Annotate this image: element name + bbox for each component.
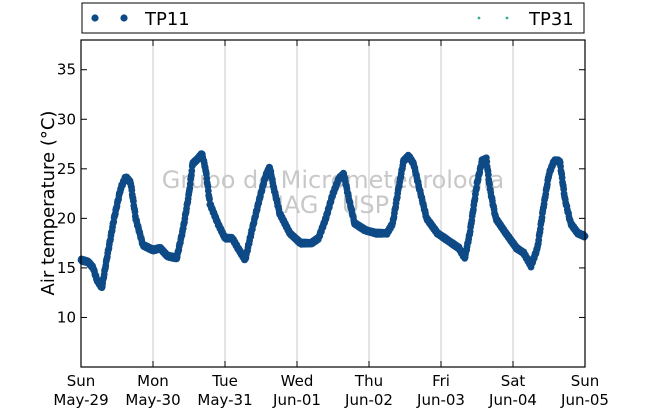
legend-frame — [81, 2, 585, 34]
y-tick-label: 25 — [57, 160, 76, 178]
tp11-point — [483, 158, 491, 166]
x-tick-label-day: Tue — [211, 372, 238, 390]
legend-marker-tp31-a — [477, 16, 481, 20]
y-tick-label: 20 — [57, 209, 76, 227]
tp11-point — [484, 171, 492, 179]
x-tick-label-day: Sun — [67, 372, 96, 390]
legend-label-tp11: TP11 — [144, 9, 190, 30]
grid-lines — [152, 40, 514, 367]
y-tick-label: 10 — [57, 308, 76, 326]
x-tick-label-day: Thu — [354, 372, 383, 390]
x-tick-label-date: May-31 — [197, 391, 252, 409]
legend-label-tp31: TP31 — [528, 9, 574, 30]
x-tick-label-date: Jun-01 — [272, 391, 321, 409]
legend-marker-tp11-b — [120, 14, 128, 22]
legend-marker-tp31-b — [505, 16, 509, 20]
x-tick-label-date: Jun-03 — [416, 391, 465, 409]
legend-marker-tp11-a — [91, 14, 99, 22]
y-axis: 10 15 20 25 30 35 — [57, 61, 585, 326]
x-tick-label-day: Fri — [432, 372, 450, 390]
legend: TP11 TP31 — [81, 2, 585, 34]
series-tp11-points — [77, 150, 589, 292]
y-tick-label: 15 — [57, 259, 76, 277]
x-tick-label-day: Mon — [137, 372, 169, 390]
x-tick-label-day: Sun — [571, 372, 600, 390]
x-tick-label-date: Jun-02 — [344, 391, 393, 409]
y-tick-label: 35 — [57, 61, 76, 79]
x-tick-label-date: Jun-05 — [560, 391, 609, 409]
x-tick-label-date: Jun-04 — [488, 391, 537, 409]
x-tick-label-date: May-29 — [53, 391, 108, 409]
tp11-point — [473, 184, 480, 191]
x-tick-label-day: Wed — [281, 372, 314, 390]
x-tick-label-day: Sat — [501, 372, 526, 390]
y-tick-label: 30 — [57, 110, 76, 128]
x-axis: SunMay-29MonMay-30TueMay-31WedJun-01ThuJ… — [53, 40, 609, 409]
y-axis-title: Air temperature (°C) — [38, 111, 59, 296]
tp11-point — [206, 195, 213, 203]
plot-frame — [80, 39, 586, 368]
x-tick-label-date: May-30 — [125, 391, 180, 409]
